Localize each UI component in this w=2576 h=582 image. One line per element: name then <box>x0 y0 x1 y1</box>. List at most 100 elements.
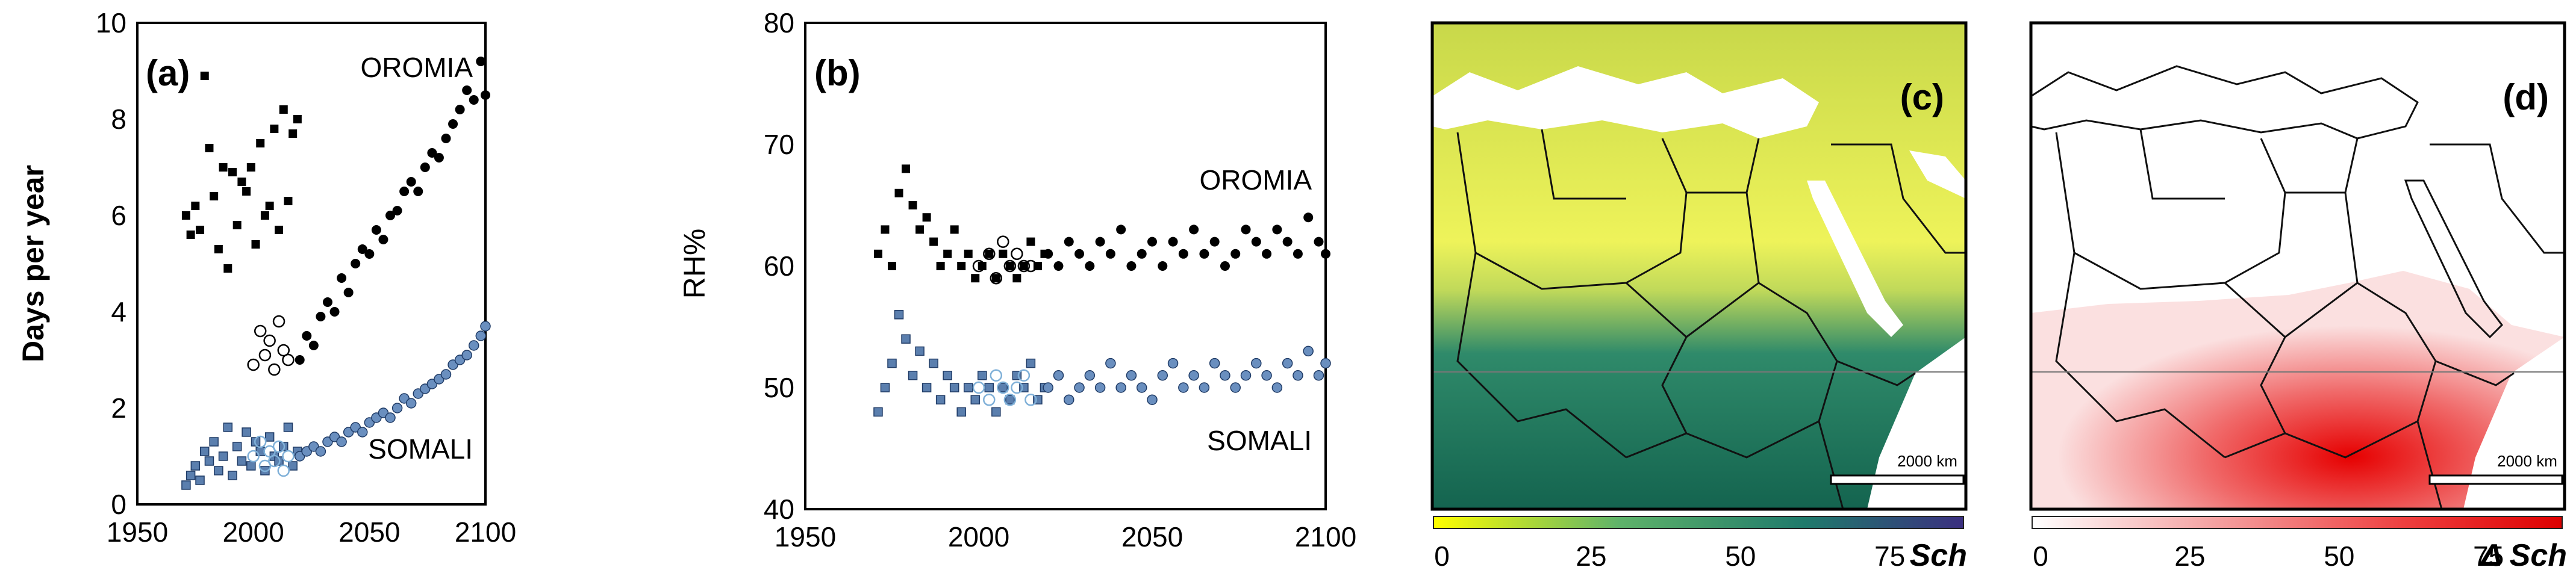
panel-c-colorbar-label: Sch <box>1910 538 1967 573</box>
panel-d-scalebar-label: 2000 km <box>2497 452 2557 470</box>
data-point <box>481 90 490 100</box>
panel-c-plot-frame <box>1430 21 1968 511</box>
data-point <box>272 315 285 328</box>
data-point <box>242 427 251 437</box>
data-point <box>949 383 959 392</box>
data-point <box>1136 382 1147 393</box>
data-point <box>316 312 326 321</box>
data-point <box>1220 370 1230 381</box>
data-point <box>1293 249 1303 259</box>
data-point <box>237 456 247 466</box>
data-point <box>1115 382 1126 393</box>
data-point <box>1167 358 1179 369</box>
data-point <box>950 225 959 234</box>
data-point <box>277 464 290 477</box>
data-point <box>455 105 465 114</box>
panel-c-indian-ocean <box>1867 337 1966 509</box>
data-point <box>873 249 882 258</box>
colorbar-tick-label: 75 <box>2473 540 2504 572</box>
data-point <box>1026 358 1036 368</box>
data-point <box>1094 382 1106 393</box>
data-point <box>251 240 260 249</box>
data-point <box>922 383 932 392</box>
data-point <box>440 369 452 380</box>
data-point <box>964 249 973 258</box>
x-tick-label: 2100 <box>455 516 516 548</box>
data-point <box>254 324 267 338</box>
data-point <box>480 321 491 332</box>
data-point <box>1005 395 1015 404</box>
data-point <box>228 471 237 480</box>
data-point <box>322 297 332 307</box>
y-tick-label: 4 <box>111 296 126 327</box>
data-point <box>283 423 293 432</box>
data-point <box>1189 224 1199 235</box>
data-point <box>1282 237 1293 247</box>
data-point <box>1251 237 1261 247</box>
data-point <box>1303 345 1314 357</box>
data-point <box>1282 358 1293 369</box>
data-point <box>1053 370 1064 381</box>
data-point <box>997 235 1009 248</box>
data-point <box>1199 382 1210 393</box>
data-point <box>190 461 201 471</box>
data-point <box>405 398 417 409</box>
data-point <box>371 225 381 235</box>
data-point <box>420 163 430 172</box>
x-tick-label: 2000 <box>948 521 1009 553</box>
data-point <box>873 407 883 417</box>
data-point <box>1321 249 1330 259</box>
data-point <box>293 115 302 123</box>
panel-b-y-tick-labels: 40 50 60 70 80 <box>764 7 794 525</box>
data-point <box>357 427 368 438</box>
data-point <box>1043 382 1053 393</box>
data-point <box>263 445 276 458</box>
data-point <box>232 221 242 229</box>
colorbar-tick-label: 25 <box>2174 540 2205 572</box>
colorbar-tick-label: 50 <box>2324 540 2354 572</box>
panel-b-label: (b) <box>814 53 861 93</box>
data-point <box>1147 394 1158 405</box>
data-point <box>186 471 196 480</box>
data-point <box>1074 249 1085 259</box>
panel-a-ylabel: Days per year <box>16 165 50 362</box>
data-point <box>943 371 952 380</box>
data-point <box>302 331 312 341</box>
data-point <box>1220 261 1230 271</box>
data-point <box>963 383 973 392</box>
data-point <box>908 371 918 380</box>
data-point <box>894 310 904 320</box>
data-point <box>279 442 288 451</box>
panel-d-red-anomaly-zone <box>2031 271 2565 509</box>
data-point <box>200 72 209 80</box>
data-point <box>223 423 233 432</box>
panel-c-scalebar <box>1830 474 1965 485</box>
data-point <box>272 440 285 453</box>
x-tick-label: 2100 <box>1295 521 1356 553</box>
panel-d-scalebar <box>2428 474 2563 485</box>
data-point <box>260 211 269 220</box>
data-point <box>264 432 275 442</box>
data-point <box>1178 249 1188 259</box>
data-point <box>378 235 388 244</box>
data-point <box>1012 274 1021 283</box>
panel-d-indian-ocean <box>2463 337 2565 509</box>
panel-d-map: (d) 2000 km 0 25 50 75 Δ Sch <box>2029 21 2567 573</box>
data-point <box>1158 261 1168 271</box>
panel-c-map: (c) 2000 km 0 25 50 75 Sch <box>1430 21 1968 573</box>
data-point <box>462 85 472 95</box>
data-point <box>270 125 279 133</box>
data-point <box>274 456 284 466</box>
data-point <box>385 211 396 220</box>
data-point <box>1241 224 1251 235</box>
data-point <box>413 187 423 196</box>
panel-c-mediterranean-sea <box>1432 66 1819 138</box>
data-point <box>1126 261 1137 271</box>
panel-b-ylabel: RH% <box>678 229 711 299</box>
panel-c-persian-gulf <box>1909 150 1966 199</box>
data-point <box>218 451 228 461</box>
panel-a-y-tick-labels: 0 2 4 6 8 10 <box>96 7 126 520</box>
data-point <box>1017 259 1031 273</box>
data-point <box>279 105 288 114</box>
panel-b-points <box>873 164 1331 417</box>
